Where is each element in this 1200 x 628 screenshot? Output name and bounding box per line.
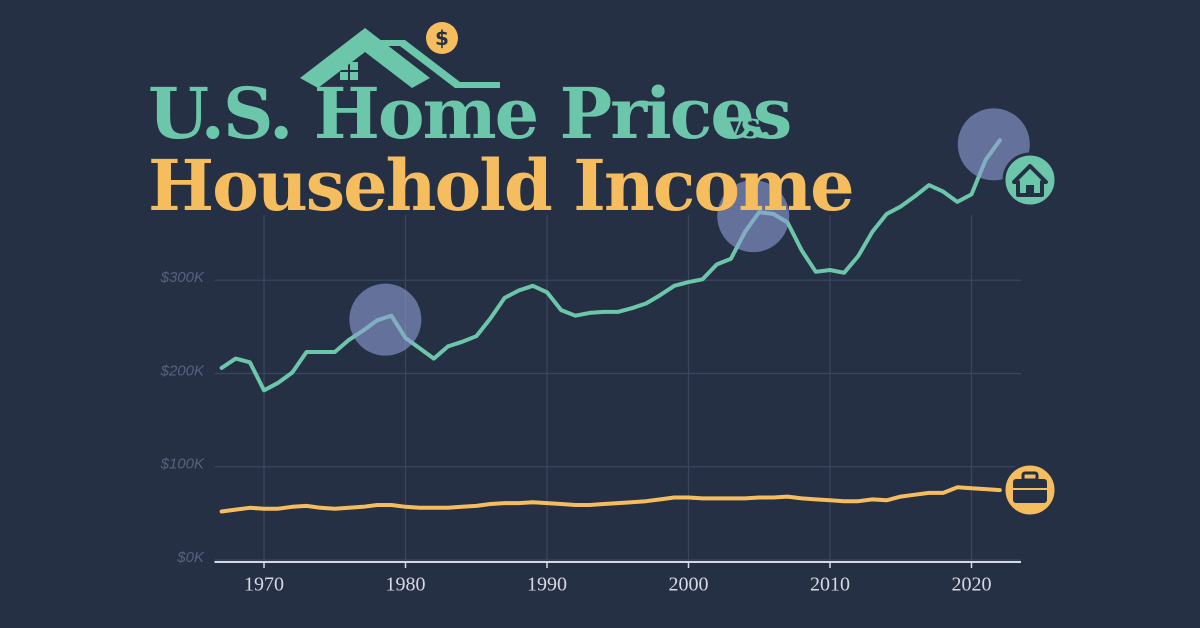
x-tick-label: 1970 <box>244 574 284 596</box>
grid: $0K $100K $200K $300K 1970 1980 1990 2000 2010 20… <box>160 215 1021 596</box>
x-tick-label: 1980 <box>386 574 426 596</box>
chart-title-line2: Household Income <box>148 144 853 227</box>
x-tick-label: 2020 <box>951 574 991 596</box>
briefcase-icon <box>1002 462 1058 518</box>
highlight-circle <box>349 283 422 356</box>
y-tick-label: $0K <box>176 549 205 566</box>
title-connector: vs. <box>721 105 770 147</box>
x-tick-label: 2000 <box>668 574 708 596</box>
svg-text:$: $ <box>435 26 449 50</box>
roof-icon: $ <box>300 22 500 88</box>
series-line <box>219 485 1002 514</box>
series-line <box>219 138 1002 393</box>
y-tick-label: $200K <box>160 362 205 379</box>
chart-title: U.S. Home Prices <box>148 72 790 155</box>
y-tick-label: $300K <box>160 269 205 286</box>
x-tick-label: 2010 <box>810 574 850 596</box>
house-icon <box>1002 152 1058 208</box>
highlight-circle <box>717 180 790 253</box>
x-tick-label: 1990 <box>527 574 567 596</box>
marks <box>219 108 1030 514</box>
y-tick-label: $100K <box>160 456 205 473</box>
